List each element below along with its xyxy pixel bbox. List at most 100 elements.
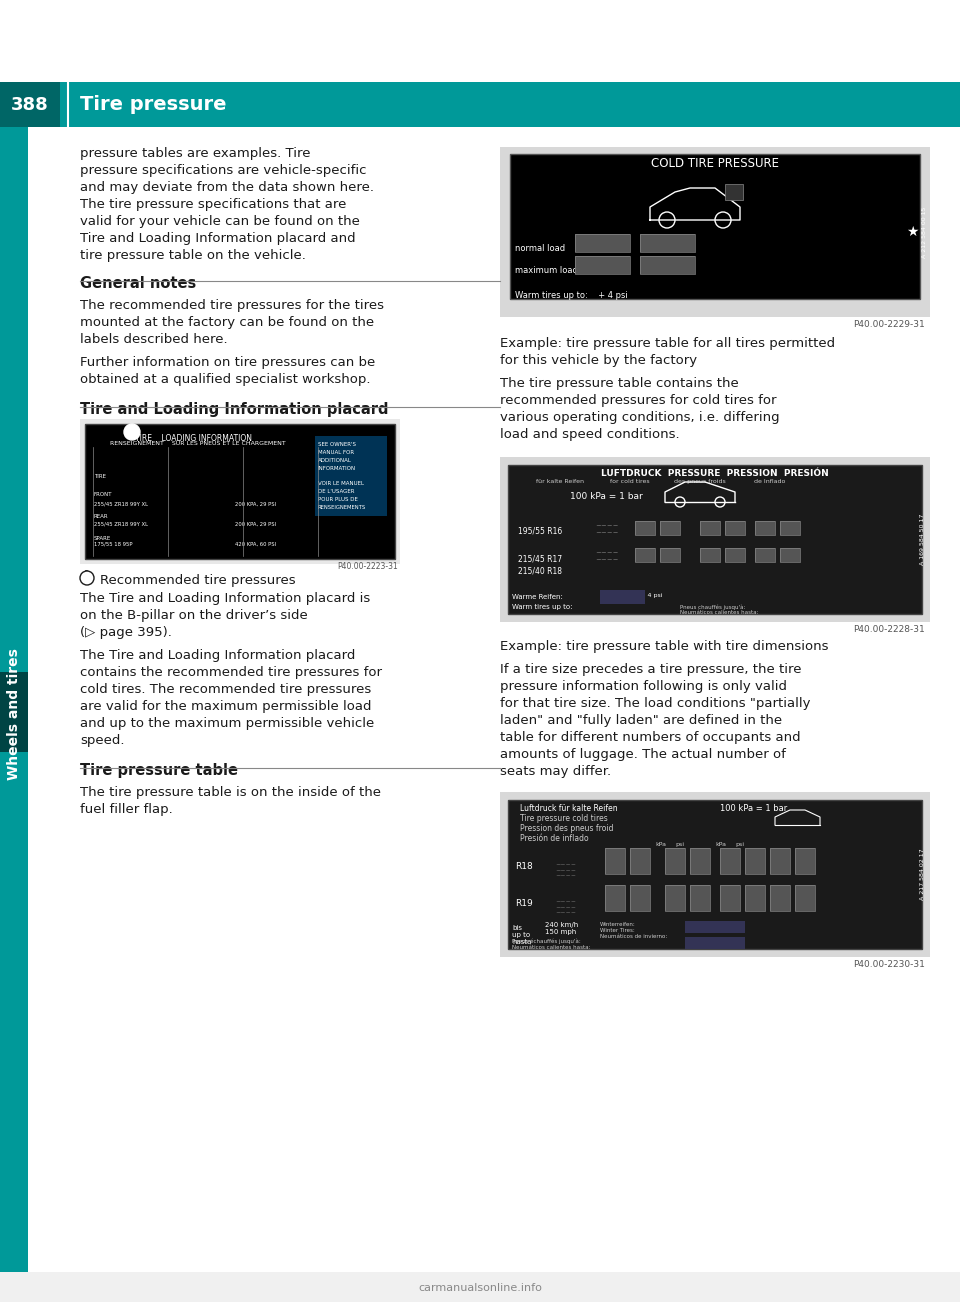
Text: 200 KPA, 29 PSI: 200 KPA, 29 PSI bbox=[235, 503, 276, 506]
Text: maximum load: maximum load bbox=[515, 266, 578, 275]
Bar bbox=[755, 521, 775, 535]
Text: laden" and "fully laden" are defined in the: laden" and "fully laden" are defined in … bbox=[500, 713, 782, 727]
Bar bbox=[635, 521, 655, 535]
Text: + 30 kPa   | + 4 psi: + 30 kPa | + 4 psi bbox=[687, 940, 740, 945]
Bar bbox=[745, 885, 765, 911]
Text: des pneus froids: des pneus froids bbox=[674, 479, 726, 484]
Bar bbox=[600, 590, 645, 604]
Bar bbox=[795, 848, 815, 874]
Text: General notes: General notes bbox=[80, 276, 196, 292]
Text: de Inflado: de Inflado bbox=[755, 479, 785, 484]
Text: for that tire size. The load conditions "partially: for that tire size. The load conditions … bbox=[500, 697, 810, 710]
Bar bbox=[635, 521, 655, 535]
Bar bbox=[0, 672, 28, 753]
Text: ~~~~
~~~~: ~~~~ ~~~~ bbox=[595, 523, 618, 536]
Circle shape bbox=[80, 572, 94, 585]
Text: Tire and Loading Information placard and: Tire and Loading Information placard and bbox=[80, 232, 355, 245]
Bar bbox=[770, 885, 790, 911]
Text: valid for your vehicle can be found on the: valid for your vehicle can be found on t… bbox=[80, 215, 360, 228]
Bar bbox=[635, 548, 655, 562]
Text: A 212 584 00 15: A 212 584 00 15 bbox=[923, 206, 927, 258]
Text: LUFTDRUCK  PRESSURE  PRESSION  PRESIÓN: LUFTDRUCK PRESSURE PRESSION PRESIÓN bbox=[601, 469, 828, 478]
Text: Example: tire pressure table with tire dimensions: Example: tire pressure table with tire d… bbox=[500, 641, 828, 654]
Text: RENSEIGNEMENTS: RENSEIGNEMENTS bbox=[318, 505, 367, 510]
Text: Warm tires up to:    + 4 psi: Warm tires up to: + 4 psi bbox=[515, 292, 628, 299]
Text: obtained at a qualified specialist workshop.: obtained at a qualified specialist works… bbox=[80, 372, 371, 385]
Bar bbox=[755, 548, 775, 562]
Bar bbox=[575, 234, 630, 253]
Text: SPARE: SPARE bbox=[94, 536, 111, 542]
Text: Recommended tire pressures: Recommended tire pressures bbox=[100, 574, 296, 587]
Text: Pneus échauffés jusqu'à:
Neumáticos calientes hasta:: Pneus échauffés jusqu'à: Neumáticos cali… bbox=[512, 939, 590, 950]
Bar bbox=[630, 848, 650, 874]
Bar bbox=[640, 234, 695, 253]
Text: 175/55 18 95P: 175/55 18 95P bbox=[94, 542, 132, 547]
Bar bbox=[745, 848, 765, 874]
Text: 100 kPa = 1 bar: 100 kPa = 1 bar bbox=[720, 805, 787, 812]
Text: cold tires. The recommended tire pressures: cold tires. The recommended tire pressur… bbox=[80, 684, 372, 697]
Circle shape bbox=[124, 424, 140, 440]
Text: R19: R19 bbox=[515, 898, 533, 907]
Bar bbox=[725, 521, 745, 535]
Bar bbox=[700, 521, 720, 535]
Text: ADDITIONAL: ADDITIONAL bbox=[318, 458, 352, 464]
Bar bbox=[745, 885, 765, 911]
Text: INFORMATION: INFORMATION bbox=[318, 466, 356, 471]
Text: für kalte Reifen: für kalte Reifen bbox=[536, 479, 584, 484]
Bar bbox=[685, 921, 745, 934]
Bar bbox=[725, 548, 745, 562]
Text: + 30 kPa   | + 4 psi: + 30 kPa | + 4 psi bbox=[687, 924, 740, 930]
Bar bbox=[770, 885, 790, 911]
Bar bbox=[0, 128, 28, 1302]
Bar bbox=[630, 885, 650, 911]
Text: table for different numbers of occupants and: table for different numbers of occupants… bbox=[500, 730, 801, 743]
Text: ~~~~
~~~~
~~~~: ~~~~ ~~~~ ~~~~ bbox=[555, 898, 576, 915]
Bar bbox=[780, 548, 800, 562]
Bar bbox=[0, 1272, 960, 1302]
Bar bbox=[605, 885, 625, 911]
Text: The Tire and Loading Information placard is: The Tire and Loading Information placard… bbox=[80, 592, 371, 605]
Text: (▷ page 395).: (▷ page 395). bbox=[80, 626, 172, 639]
Bar bbox=[780, 548, 800, 562]
Bar bbox=[500, 457, 930, 622]
Bar bbox=[690, 885, 710, 911]
Text: labels described here.: labels described here. bbox=[80, 333, 228, 346]
Text: 195/55 R16: 195/55 R16 bbox=[518, 527, 563, 536]
Text: Warm tires up to:: Warm tires up to: bbox=[512, 604, 572, 611]
Bar bbox=[665, 848, 685, 874]
Text: Luftdruck für kalte Reifen: Luftdruck für kalte Reifen bbox=[520, 805, 617, 812]
Text: SEE OWNER'S: SEE OWNER'S bbox=[318, 441, 356, 447]
Bar bbox=[770, 848, 790, 874]
Text: R18: R18 bbox=[515, 862, 533, 871]
Bar bbox=[745, 848, 765, 874]
Text: 255/45 ZR18 99Y XL: 255/45 ZR18 99Y XL bbox=[94, 503, 148, 506]
Bar bbox=[640, 234, 695, 253]
Text: ~~~~
~~~~
~~~~: ~~~~ ~~~~ ~~~~ bbox=[555, 862, 576, 879]
Text: Tire pressure table: Tire pressure table bbox=[80, 763, 238, 779]
Bar bbox=[725, 521, 745, 535]
Text: recommended pressures for cold tires for: recommended pressures for cold tires for bbox=[500, 395, 777, 408]
Text: seats may differ.: seats may differ. bbox=[500, 766, 612, 779]
Text: P40.00-2229-31: P40.00-2229-31 bbox=[853, 320, 925, 329]
Text: 215/40 R18: 215/40 R18 bbox=[518, 566, 562, 575]
Bar bbox=[660, 548, 680, 562]
Text: The tire pressure table contains the: The tire pressure table contains the bbox=[500, 378, 739, 391]
Text: 1: 1 bbox=[84, 570, 90, 579]
Bar bbox=[690, 885, 710, 911]
Text: psi: psi bbox=[735, 842, 744, 848]
Bar bbox=[575, 234, 630, 253]
Bar bbox=[0, 82, 960, 128]
Text: Further information on tire pressures can be: Further information on tire pressures ca… bbox=[80, 355, 375, 368]
Bar bbox=[605, 848, 625, 874]
Text: 100 kPa = 1 bar: 100 kPa = 1 bar bbox=[570, 492, 643, 501]
Bar bbox=[755, 548, 775, 562]
Bar bbox=[755, 521, 775, 535]
Text: A 217 584 02 17: A 217 584 02 17 bbox=[920, 849, 924, 900]
Text: psi: psi bbox=[577, 240, 587, 246]
Text: Tire and Loading Information placard: Tire and Loading Information placard bbox=[80, 402, 389, 417]
Bar bbox=[720, 848, 740, 874]
Text: Tire pressure: Tire pressure bbox=[80, 95, 227, 115]
Text: are valid for the maximum permissible load: are valid for the maximum permissible lo… bbox=[80, 700, 372, 713]
Text: various operating conditions, i.e. differing: various operating conditions, i.e. diffe… bbox=[500, 411, 780, 424]
Text: TIRE    LOADING INFORMATION: TIRE LOADING INFORMATION bbox=[135, 434, 252, 443]
